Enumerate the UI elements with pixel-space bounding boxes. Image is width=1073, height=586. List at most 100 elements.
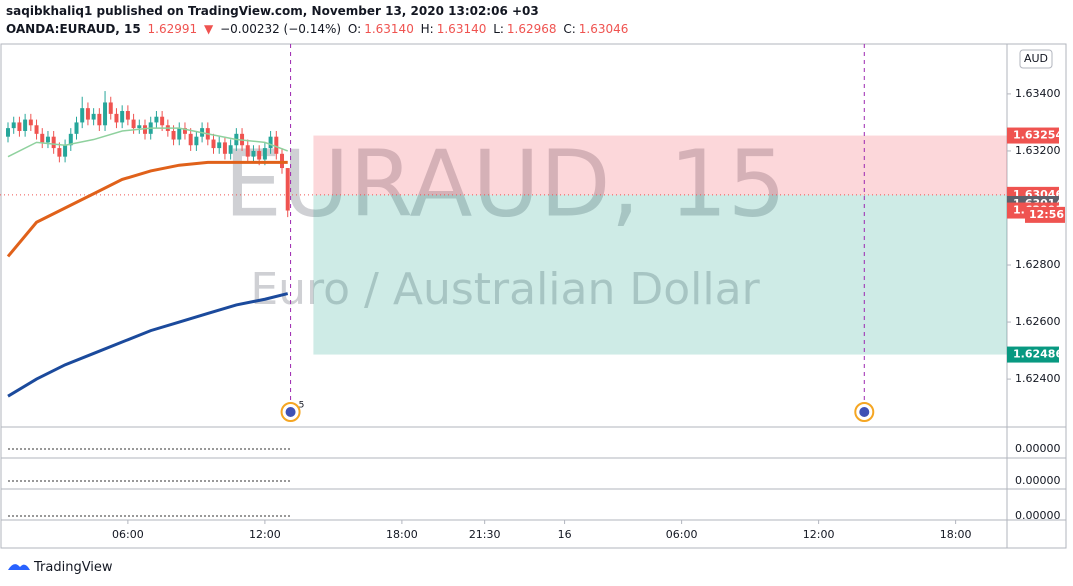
candle-body xyxy=(80,108,85,123)
pane-label: 0.00000 xyxy=(1015,509,1061,522)
pane-label: 0.00000 xyxy=(1015,442,1061,455)
footer: TradingView xyxy=(34,560,116,575)
candle-body xyxy=(171,130,176,140)
watermark: EURAUD, 15 xyxy=(224,130,786,237)
candle-body xyxy=(211,139,216,149)
brand: TradingView xyxy=(34,560,113,575)
candle-body xyxy=(23,119,28,131)
currency-box xyxy=(1019,49,1053,69)
arrow: ▼ xyxy=(204,22,214,36)
change: −0.00232 (−0.14%) xyxy=(220,22,342,36)
candle-body xyxy=(280,153,285,169)
candle-body xyxy=(234,133,239,146)
candle-body xyxy=(68,133,73,146)
countdown: 12:56 xyxy=(1029,208,1064,221)
event-flag xyxy=(859,407,870,417)
candle-body xyxy=(45,136,50,143)
candle-body xyxy=(188,133,193,146)
x-tick-label: 06:00 xyxy=(666,528,698,541)
price-badge xyxy=(1007,195,1059,212)
candle-body xyxy=(143,125,148,134)
y-tick-label: 1.63200 xyxy=(1015,144,1061,157)
candle-body xyxy=(251,150,256,157)
price-badge-label: 1.63014 xyxy=(1013,197,1063,210)
candle-body xyxy=(57,148,62,157)
price-badge-label: 1.63046 xyxy=(1013,188,1063,201)
candle-body xyxy=(268,136,273,149)
h-value: 1.63140 xyxy=(436,22,487,36)
h-label: H: xyxy=(420,22,434,36)
candle-body xyxy=(11,122,16,129)
o-value: 1.63140 xyxy=(364,22,414,36)
candle-body xyxy=(17,122,22,131)
candle-body xyxy=(51,136,56,149)
candle-body xyxy=(91,113,96,120)
candle-body xyxy=(200,128,205,137)
price-badge xyxy=(1007,127,1059,144)
ma-line xyxy=(6,160,288,258)
price-badge-label: 1.63254 xyxy=(1013,129,1063,142)
candle-body xyxy=(148,122,153,134)
event-flag xyxy=(285,407,296,417)
countdown-badge xyxy=(1025,206,1065,223)
event-icon xyxy=(854,402,875,422)
o-label: O: xyxy=(347,22,362,36)
candle-body xyxy=(262,148,267,160)
target-zone xyxy=(313,194,1007,355)
candle-body xyxy=(131,119,136,129)
price-badge-label: 1.62486 xyxy=(1013,348,1063,361)
y-tick-label: 1.62800 xyxy=(1015,258,1061,271)
candle-body xyxy=(217,142,222,149)
watermark-sub: Euro / Australian Dollar xyxy=(250,264,760,315)
candle-body xyxy=(120,111,125,123)
stop-zone xyxy=(313,135,1007,195)
logo xyxy=(8,564,30,570)
candle-body xyxy=(108,102,113,114)
candle-body xyxy=(182,128,187,134)
ma-line xyxy=(7,127,288,158)
event-count: 5 xyxy=(299,401,305,411)
candle-body xyxy=(194,136,199,146)
c-label: C: xyxy=(563,22,576,36)
price-badge-label: 1.62991 xyxy=(1013,204,1063,217)
candle-body xyxy=(228,145,233,154)
currency: AUD xyxy=(1024,52,1048,65)
pane-label: 0.00000 xyxy=(1015,474,1061,487)
candle-body xyxy=(165,125,170,131)
c-value: 1.63046 xyxy=(578,22,629,36)
ma-line xyxy=(7,292,289,398)
candle-body xyxy=(222,142,227,154)
x-tick-label: 18:00 xyxy=(940,528,972,541)
l-value: 1.62968 xyxy=(506,22,557,36)
candle-body xyxy=(40,133,45,143)
x-tick-label: 21:30 xyxy=(469,528,501,541)
candle-body xyxy=(257,150,262,160)
candle-body xyxy=(154,116,159,123)
x-tick-label: 18:00 xyxy=(386,528,418,541)
candle-body xyxy=(74,122,79,134)
symbol: OANDA:EURAUD, 15 xyxy=(6,22,141,36)
candle-body xyxy=(177,128,182,140)
candle-body xyxy=(85,108,90,120)
candle-body xyxy=(63,145,68,157)
last-price: 1.62991 xyxy=(147,22,198,36)
l-label: L: xyxy=(493,22,504,36)
candle-body xyxy=(285,168,290,211)
publisher: saqibkhaliq1 published on TradingView.co… xyxy=(6,4,542,18)
candle-body xyxy=(125,111,130,120)
symbol-line: OANDA:EURAUD, 15 1.62991 ▼ −0.00232 (−0.… xyxy=(6,22,631,36)
candle-body xyxy=(160,116,165,126)
candle-body xyxy=(6,128,10,137)
candle-body xyxy=(240,133,245,146)
candle-body xyxy=(28,119,33,126)
x-tick-label: 06:00 xyxy=(112,528,144,541)
price-badge xyxy=(1007,346,1059,363)
candle-body xyxy=(137,125,142,129)
price-badge xyxy=(1007,186,1059,203)
x-tick-label: 16 xyxy=(558,528,572,541)
event-icon xyxy=(280,402,301,422)
frame xyxy=(0,43,1067,549)
price-badge xyxy=(1007,202,1059,219)
